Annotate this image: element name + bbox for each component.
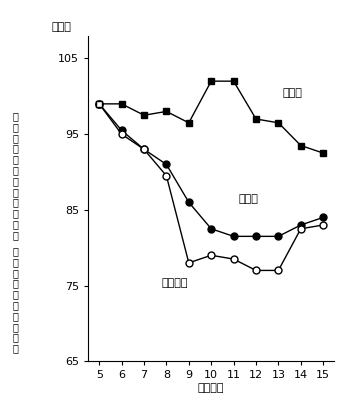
Text: （
平
成
５
年
＝
一
〇
〇
）: （ 平 成 ５ 年 ＝ 一 〇 〇 ） [13,246,19,353]
Text: （％）: （％） [51,23,71,33]
Text: 入学者数: 入学者数 [162,278,188,287]
Text: 学
校
数
・
生
徒
数
・
入
学
者
数: 学 校 数 ・ 生 徒 数 ・ 入 学 者 数 [13,111,19,240]
Text: 学校数: 学校数 [283,88,303,98]
Text: 生徒数: 生徒数 [238,194,258,204]
X-axis label: （年度）: （年度） [198,383,225,393]
